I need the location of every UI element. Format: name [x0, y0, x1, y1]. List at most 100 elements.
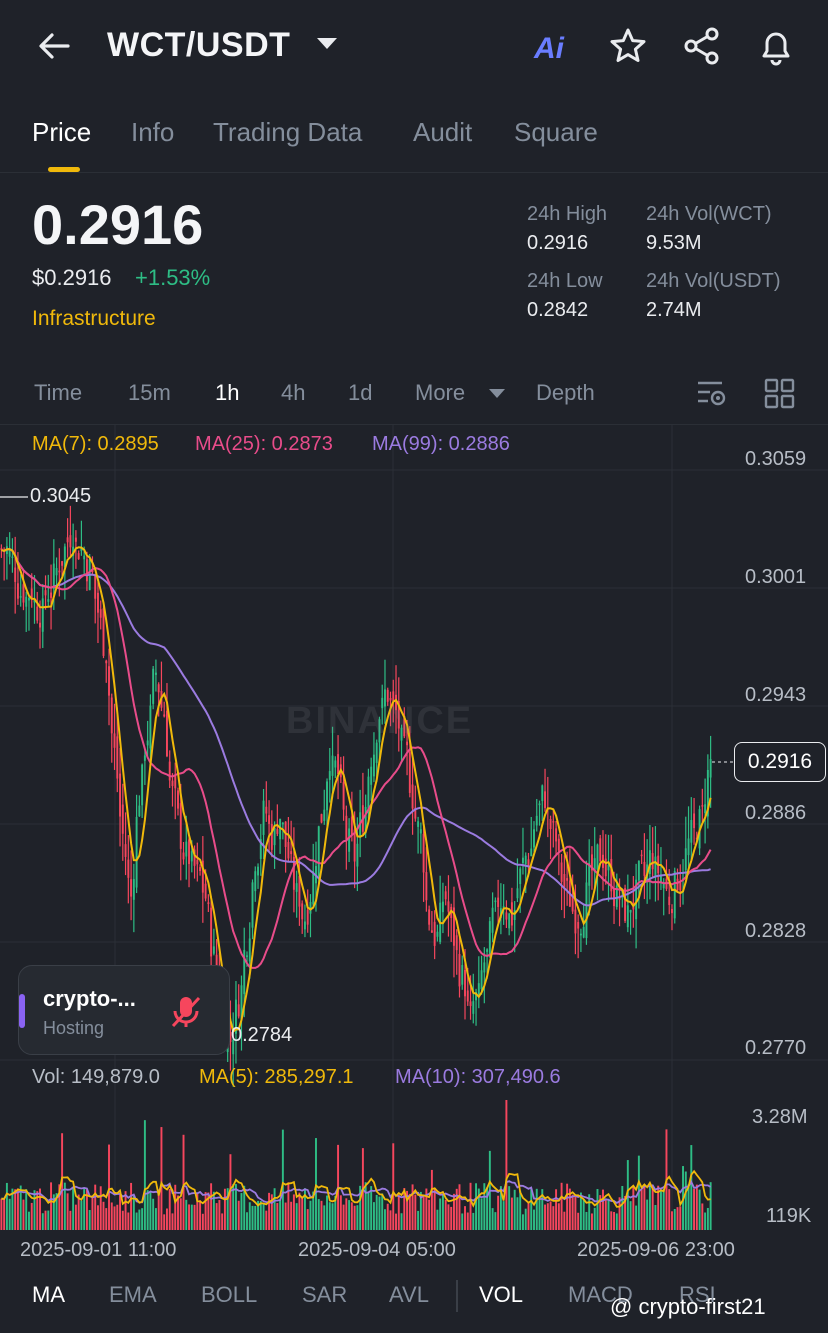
indicator-rsi[interactable]: RSI [679, 1282, 716, 1307]
indicator-ma[interactable]: MA [32, 1282, 65, 1307]
indicator-vol[interactable]: VOL [479, 1282, 524, 1307]
candle-body [494, 900, 497, 903]
volume-bar [635, 1205, 638, 1230]
volume-bar [422, 1195, 425, 1230]
volume-bar [91, 1195, 94, 1230]
interval-depth[interactable]: Depth [536, 380, 595, 405]
tab-price[interactable]: Price [32, 117, 92, 147]
candle-body [513, 909, 516, 920]
candle-body [505, 912, 508, 920]
bell-icon[interactable] [756, 26, 796, 66]
volume-bar [88, 1210, 91, 1230]
vol-base-label: 24h Vol(WCT) [646, 203, 772, 225]
category-tag[interactable]: Infrastructure [32, 307, 156, 330]
volume-bar [141, 1208, 144, 1230]
indicator-ema[interactable]: EMA [109, 1282, 157, 1307]
volume-bar [47, 1210, 50, 1230]
price-tick: 0.2886 [745, 802, 807, 824]
volume-bar [248, 1202, 251, 1230]
indicator-sar[interactable]: SAR [302, 1282, 348, 1307]
candle-body [85, 559, 88, 582]
mic-muted-icon[interactable] [169, 994, 203, 1030]
volume-bar [102, 1201, 105, 1230]
candle-body [292, 856, 295, 890]
chevron-down-icon[interactable] [489, 389, 505, 398]
candle-body [480, 970, 483, 990]
candle-body [557, 838, 560, 851]
candle-body [14, 567, 17, 582]
volume-bar [306, 1209, 309, 1230]
candle-body [143, 755, 146, 761]
volume-bar [149, 1191, 152, 1230]
volume-bar [334, 1195, 337, 1230]
ai-icon[interactable]: Ai [534, 32, 564, 65]
candle-body [323, 809, 326, 821]
dropdown-caret-icon[interactable] [317, 38, 337, 49]
candle-body [210, 907, 213, 957]
volume-bar [414, 1194, 417, 1230]
candle-body [497, 897, 500, 907]
share-icon[interactable] [682, 26, 722, 66]
candle-body [381, 697, 384, 709]
volume-bar [527, 1202, 530, 1230]
hosting-card[interactable]: crypto-... Hosting [18, 965, 230, 1055]
candle-body [447, 901, 450, 912]
candle-body [303, 921, 306, 930]
star-icon[interactable] [608, 26, 648, 66]
tab-trading-data[interactable]: Trading Data [213, 117, 363, 147]
candle-body [190, 851, 193, 862]
tab-audit[interactable]: Audit [413, 117, 473, 147]
volume-bar [624, 1195, 627, 1230]
interval-4h[interactable]: 4h [281, 380, 306, 405]
volume-bar [193, 1204, 196, 1230]
tab-info[interactable]: Info [131, 117, 175, 147]
volume-bar [392, 1143, 395, 1230]
candle-body [706, 769, 709, 817]
volume-bar [251, 1205, 254, 1230]
volume-bar [8, 1198, 11, 1230]
volume-bar [179, 1198, 182, 1230]
indicator-macd[interactable]: MACD [568, 1282, 633, 1307]
interval-15m[interactable]: 15m [128, 380, 171, 405]
indicator-avl[interactable]: AVL [389, 1282, 429, 1307]
indicator-boll[interactable]: BOLL [201, 1282, 258, 1307]
volume-ma10: MA(10): 307,490.6 [395, 1066, 561, 1088]
volume-bar [5, 1182, 8, 1230]
volume-bar [199, 1200, 202, 1230]
candle-body [353, 829, 356, 862]
host-status: Hosting [43, 1018, 105, 1038]
candle-body [555, 828, 558, 842]
interval-1d[interactable]: 1d [348, 380, 373, 405]
candle-body [552, 821, 555, 823]
candle-body [687, 838, 690, 856]
back-arrow-icon[interactable] [34, 26, 74, 66]
volume-bar [257, 1200, 259, 1230]
tab-square[interactable]: Square [514, 117, 598, 147]
candlestick-chart[interactable] [0, 425, 828, 1235]
candle-body [0, 548, 3, 550]
interval-time[interactable]: Time [34, 380, 83, 405]
interval-more[interactable]: More [415, 380, 466, 405]
ma25-line [1, 548, 712, 969]
volume-bar [480, 1198, 483, 1230]
candle-body [193, 849, 196, 866]
interval-1h[interactable]: 1h [215, 380, 240, 405]
volume-bar [58, 1184, 61, 1230]
layout-grid-icon[interactable] [764, 378, 796, 410]
volume-tick: 3.28M [752, 1106, 808, 1128]
candle-body [671, 908, 673, 914]
volume-bar [566, 1183, 569, 1230]
candle-body [138, 805, 141, 817]
volume-bar [563, 1211, 566, 1230]
volume-ma5-line [1, 1169, 711, 1208]
volume-bar [408, 1193, 411, 1230]
volume-bar [607, 1198, 610, 1230]
volume-bar [320, 1200, 323, 1230]
high-marker-label: 0.3045 [30, 485, 92, 507]
volume-bar [113, 1206, 116, 1230]
volume-bar [502, 1201, 505, 1230]
pair-title[interactable]: WCT/USDT [107, 26, 291, 64]
chart-settings-icon[interactable] [696, 378, 730, 410]
candle-body [469, 1001, 472, 1007]
volume-bar [290, 1201, 293, 1230]
